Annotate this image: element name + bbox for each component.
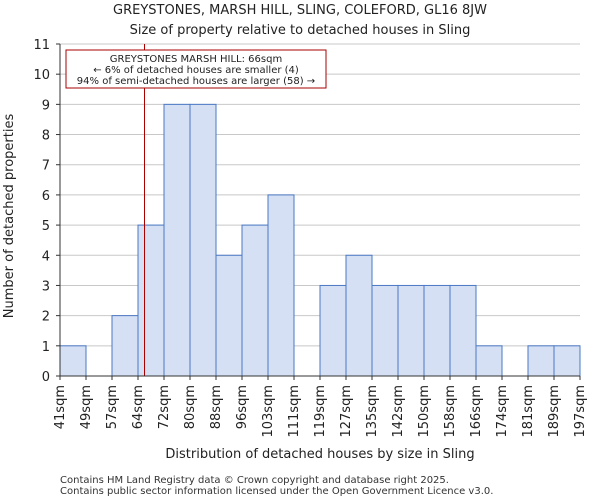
y-tick-label: 6 [42, 189, 50, 204]
bar [553, 345, 581, 377]
x-tick-label: 57sqm [105, 385, 120, 429]
bar [319, 284, 347, 377]
x-tick-label: 189sqm [547, 385, 562, 438]
x-tick-label: 150sqm [417, 385, 432, 438]
x-tick-label: 197sqm [573, 385, 588, 438]
x-tick-label: 158sqm [443, 385, 458, 438]
y-tick-label: 8 [42, 129, 50, 144]
y-tick-label: 2 [42, 310, 50, 325]
chart-subtitle: Size of property relative to detached ho… [130, 23, 471, 38]
bar [189, 103, 217, 377]
x-tick-label: 96sqm [235, 385, 250, 429]
bar [111, 315, 139, 377]
bar [397, 284, 425, 377]
y-tick-label: 5 [42, 219, 50, 234]
x-tick-label: 64sqm [131, 385, 146, 429]
x-tick-label: 103sqm [261, 385, 276, 438]
x-ticks: 41sqm 49sqm 57sqm 64sqm 72sqm 80sqm 88sqm 96sqm… [53, 376, 588, 438]
chart-title: GREYSTONES, MARSH HILL, SLING, COLEFORD,… [113, 3, 487, 18]
y-tick-label: 4 [42, 249, 50, 264]
x-tick-label: 135sqm [365, 385, 380, 438]
x-tick-label: 80sqm [183, 385, 198, 429]
y-tick-label: 9 [42, 98, 50, 113]
x-tick-label: 119sqm [313, 385, 328, 438]
annotation-box [65, 49, 327, 89]
bar [137, 224, 165, 377]
annotation-line-1: GREYSTONES MARSH HILL: 66sqm [110, 54, 282, 65]
y-tick-label: 10 [33, 68, 50, 83]
x-tick-label: 72sqm [157, 385, 172, 429]
footer-line-1: Contains HM Land Registry data © Crown c… [60, 475, 449, 486]
bar [215, 254, 243, 377]
bars-layer [59, 103, 581, 377]
annotation-line-2: ← 6% of detached houses are smaller (4) [93, 65, 299, 76]
bar [449, 284, 477, 377]
x-tick-label: 88sqm [209, 385, 224, 429]
y-tick-label: 3 [42, 279, 50, 294]
x-tick-label: 166sqm [469, 385, 484, 438]
x-tick-label: 174sqm [495, 385, 510, 438]
bar [267, 194, 295, 377]
bar [241, 224, 269, 377]
x-axis-label: Distribution of detached houses by size … [165, 447, 474, 462]
y-tick-label: 11 [33, 38, 50, 53]
x-tick-label: 49sqm [79, 385, 94, 429]
annotation-line-3: 94% of semi-detached houses are larger (… [77, 76, 315, 87]
bar [475, 345, 503, 377]
x-tick-label: 142sqm [391, 385, 406, 438]
bar [527, 345, 555, 377]
bar [345, 254, 373, 377]
y-tick-label: 0 [42, 370, 50, 385]
y-ticks: 0 1 2 3 4 5 6 7 8 9 10 11 [33, 38, 60, 385]
bar [371, 284, 399, 377]
y-axis-label: Number of detached properties [2, 114, 17, 319]
bar [163, 103, 191, 377]
x-tick-label: 41sqm [53, 385, 68, 429]
marker-annotation: GREYSTONES MARSH HILL: 66sqm ← 6% of det… [65, 49, 327, 89]
y-tick-label: 1 [42, 340, 50, 355]
x-tick-label: 181sqm [521, 385, 536, 438]
y-tick-label: 7 [42, 159, 50, 174]
bar [59, 345, 87, 377]
bar [423, 284, 451, 377]
x-tick-label: 111sqm [287, 385, 302, 438]
footer-line-2: Contains public sector information licen… [60, 486, 493, 497]
x-tick-label: 127sqm [339, 385, 354, 438]
